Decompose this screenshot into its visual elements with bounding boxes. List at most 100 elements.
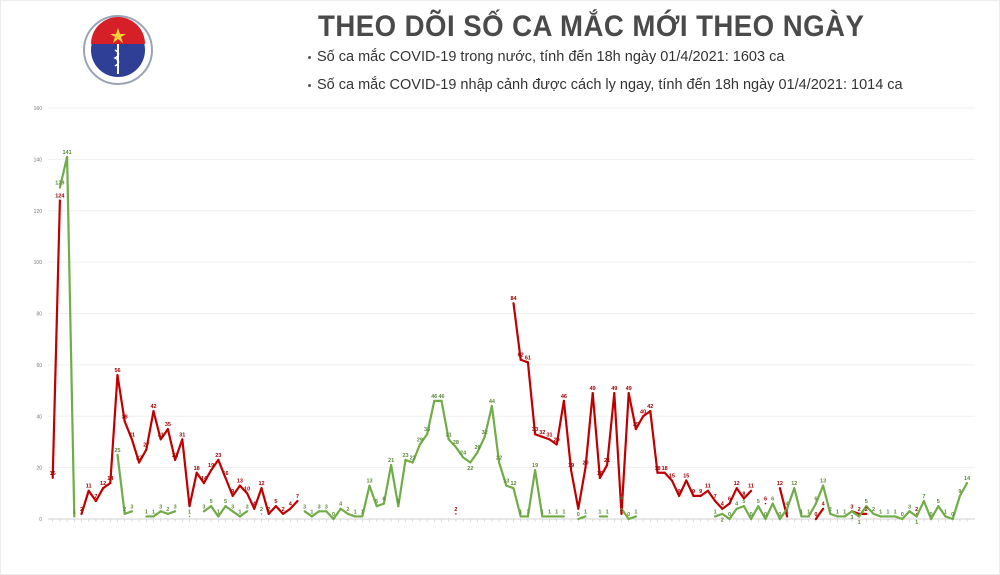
series-1-segment	[670, 479, 681, 497]
series-2-data-label: 23	[402, 453, 408, 459]
series-2-segment	[390, 463, 400, 508]
series-1-segment	[289, 499, 299, 510]
series-2-data-label: 0	[951, 512, 954, 518]
series-2-point	[527, 515, 529, 518]
series-1-point	[735, 487, 738, 489]
series-1-point	[203, 482, 205, 484]
ministry-of-health-logo	[83, 15, 153, 85]
series-1-data-label: 21	[604, 458, 610, 464]
series-1-data-label: 32	[539, 430, 545, 436]
series-1-segment	[145, 410, 155, 451]
series-2-data-label: 31	[446, 432, 452, 438]
series-2-segment	[778, 507, 789, 521]
series-1-data-label: 2	[282, 507, 285, 513]
series-2-data-label: 1	[145, 509, 148, 515]
series-2-point	[246, 510, 248, 513]
series-2-data-label: 0	[901, 512, 904, 518]
series-1-data-label: 15	[683, 473, 689, 479]
series-2-segment	[735, 505, 746, 510]
series-2-data-label: 3	[130, 504, 133, 510]
series-2-segment	[728, 507, 738, 521]
series-2-segment	[865, 505, 875, 515]
series-2-data-label: 5	[865, 499, 868, 505]
series-2-point	[231, 510, 234, 513]
series-2-segment	[404, 458, 414, 464]
series-2-data-label: 1	[519, 509, 522, 515]
series-2-segment	[764, 502, 774, 521]
series-1-data-label: 9	[699, 489, 702, 495]
series-1-segment	[181, 438, 191, 508]
series-2-segment	[793, 487, 803, 518]
series-1-segment	[116, 374, 126, 423]
series-2-point	[555, 515, 558, 518]
series-1-segment	[195, 471, 205, 485]
series-1-data-label: 46	[561, 394, 567, 400]
series-1-data-label: 15	[669, 473, 675, 479]
series-1-data-label: 18	[654, 466, 660, 472]
series-1-data-label: 49	[626, 386, 632, 392]
y-tick-label: 20	[36, 466, 42, 472]
series-1-data-label: 35	[165, 422, 171, 428]
series-1-point	[613, 392, 616, 394]
series-2-data-label: 1	[562, 509, 565, 515]
series-1-segment	[577, 466, 587, 510]
series-2-segment	[397, 458, 407, 508]
series-2-point	[375, 505, 378, 507]
series-2-segment	[771, 502, 782, 521]
series-2-segment	[325, 510, 335, 521]
series-1-point	[779, 487, 781, 489]
series-1-segment	[555, 399, 566, 446]
series-2-segment	[807, 502, 818, 518]
series-1-point	[289, 507, 292, 510]
series-2-data-label: 2	[872, 507, 875, 513]
series-2-data-label: 0	[728, 512, 731, 518]
series-2-point	[872, 513, 875, 515]
series-2-segment	[238, 510, 249, 518]
series-1-data-label: 4	[822, 502, 826, 508]
series-2-segment	[375, 502, 385, 508]
series-1-point	[541, 436, 544, 438]
series-2-data-label: 22	[467, 466, 473, 472]
series-2-point	[807, 515, 810, 518]
series-2-data-label: 1	[886, 509, 889, 515]
series-2-segment	[713, 512, 724, 518]
series-2-point	[174, 510, 176, 513]
series-2-data-label: 1	[73, 509, 76, 515]
series-2-point	[491, 405, 493, 407]
series-1-point	[714, 500, 716, 502]
series-1-point	[678, 495, 680, 497]
series-1-segment	[721, 502, 731, 510]
series-1-point	[188, 505, 191, 507]
series-1-segment	[512, 302, 522, 361]
series-1-data-label: 19	[208, 463, 214, 469]
series-2-data-label: 1	[526, 509, 529, 515]
series-2-point	[829, 513, 832, 515]
series-2-segment	[901, 510, 911, 521]
series-1-point	[534, 433, 536, 436]
series-2-point	[923, 500, 925, 502]
series-2-point	[858, 515, 860, 518]
series-1-point	[671, 479, 673, 482]
y-tick-label: 140	[34, 157, 43, 163]
series-2-data-label: 3	[325, 504, 328, 510]
series-2-segment	[814, 484, 825, 505]
series-1-segment	[526, 361, 537, 436]
series-1-data-label: 23	[172, 453, 178, 459]
series-1-point	[138, 461, 140, 464]
series-2-point	[116, 453, 119, 456]
series-1-point	[512, 302, 515, 305]
series-1-data-label: 14	[107, 476, 114, 482]
series-2-segment	[418, 433, 429, 446]
series-1-data-label: 12	[100, 481, 106, 487]
imported-cases-text: Số ca mắc COVID-19 nhập cảnh được cách l…	[317, 77, 903, 93]
series-1-segment	[202, 469, 213, 485]
series-2-point	[419, 443, 421, 446]
series-2-segment	[368, 484, 378, 508]
series-1-segment	[217, 458, 227, 479]
series-2-point	[959, 495, 961, 497]
series-2-data-label: 1	[714, 509, 717, 515]
series-2-data-label: 13	[503, 479, 509, 485]
series-1-segment	[174, 438, 184, 462]
series-2-data-label: 1	[800, 509, 803, 515]
series-2-point	[541, 515, 544, 518]
